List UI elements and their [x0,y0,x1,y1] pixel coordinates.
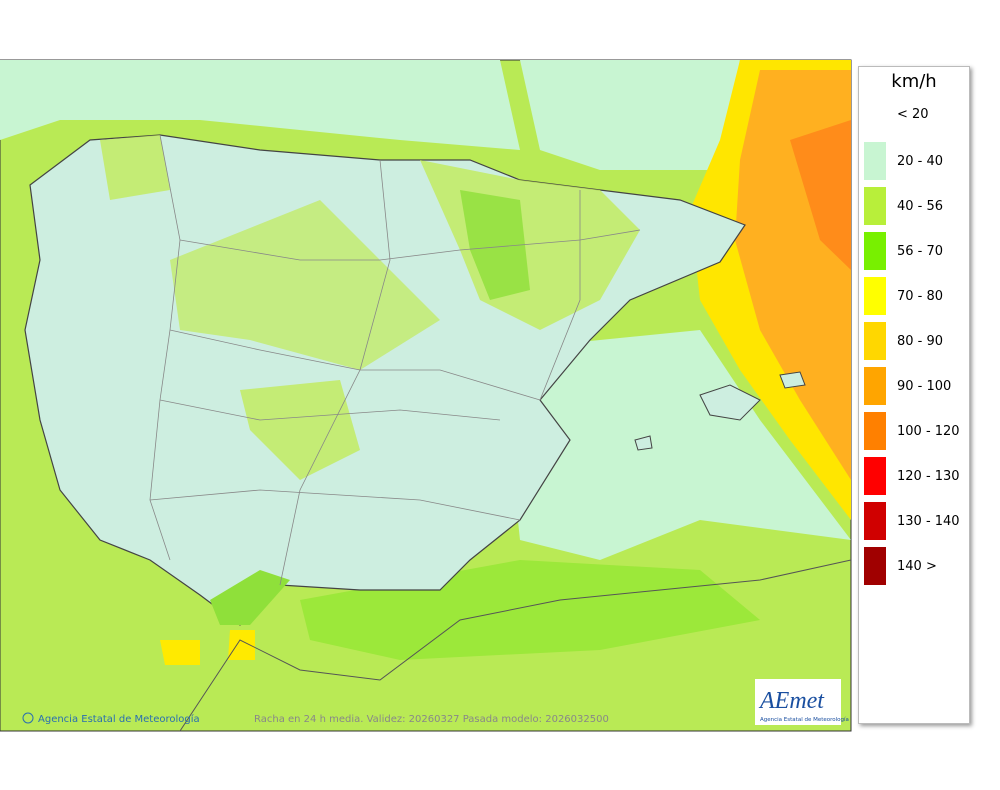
island [634,435,653,451]
legend-label: 90 - 100 [897,379,952,394]
legend-item: 130 - 140 [864,502,969,540]
legend-swatch [864,322,886,360]
legend-swatch [864,547,886,585]
credit: Agencia Estatal de Meteorología [38,713,200,725]
legend-item: 80 - 90 [864,322,969,360]
legend-item: < 20 [864,99,969,137]
legend-swatch [864,457,886,495]
legend-label: 80 - 90 [897,334,944,349]
legend-item: 70 - 80 [864,277,969,315]
legend-label: 130 - 140 [897,514,960,529]
island [779,371,806,389]
legend-swatch [864,367,886,405]
wind-area [240,380,360,480]
island [699,384,761,421]
legend-label: 40 - 56 [897,199,944,214]
wind-area [210,570,290,625]
legend: km/h < 20 20 - 40 40 - 56 56 - 70 70 - 80 80 … [858,66,970,724]
legend-swatch [864,277,886,315]
wind-area [228,630,255,660]
logo-name: AEmet [758,688,825,714]
legend-swatch [864,142,886,180]
legend-label: 100 - 120 [897,424,960,439]
legend-item: 90 - 100 [864,367,969,405]
legend-title: km/h [891,71,937,92]
logo-box [755,679,841,725]
legend-swatch [864,187,886,225]
legend-label: 120 - 130 [897,469,960,484]
legend-item: 40 - 56 [864,187,969,225]
legend-label: 70 - 80 [897,289,944,304]
legend-swatch [864,412,886,450]
legend-item: 120 - 130 [864,457,969,495]
caption: Racha en 24 h media. Validez: 20260327 P… [254,714,609,725]
wind-area [790,120,851,270]
calm-area [0,60,520,150]
legend-swatch [864,232,886,270]
legend-item: 56 - 70 [864,232,969,270]
legend-label: 56 - 70 [897,244,944,259]
borders [149,134,641,586]
wind-area [170,200,440,370]
legend-label: < 20 [897,107,929,122]
legend-item: 140 > [864,547,969,585]
calm-area [500,330,851,560]
legend-item: 20 - 40 [864,142,969,180]
calm-area [520,60,740,170]
copyright-icon [22,712,34,724]
legend-swatch [864,502,886,540]
wind-area [160,640,200,665]
legend-label: 20 - 40 [897,154,944,169]
africa-coast [179,559,852,732]
logo-subtitle: Agencia Estatal de Meteorología [760,716,849,723]
wind-area [100,135,170,200]
legend-item: 100 - 120 [864,412,969,450]
wind-area [460,190,530,300]
legend-label: 140 > [897,559,937,574]
map: Agencia Estatal de Meteorología Racha en… [0,59,852,732]
